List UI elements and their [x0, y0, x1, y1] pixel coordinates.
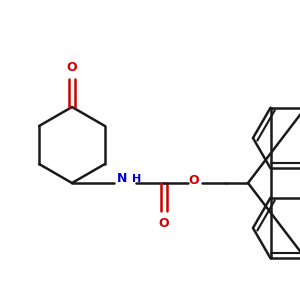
Text: H: H [132, 174, 141, 184]
Text: N: N [117, 172, 127, 185]
Text: O: O [159, 217, 169, 230]
Text: O: O [67, 61, 77, 74]
Text: O: O [189, 175, 199, 188]
